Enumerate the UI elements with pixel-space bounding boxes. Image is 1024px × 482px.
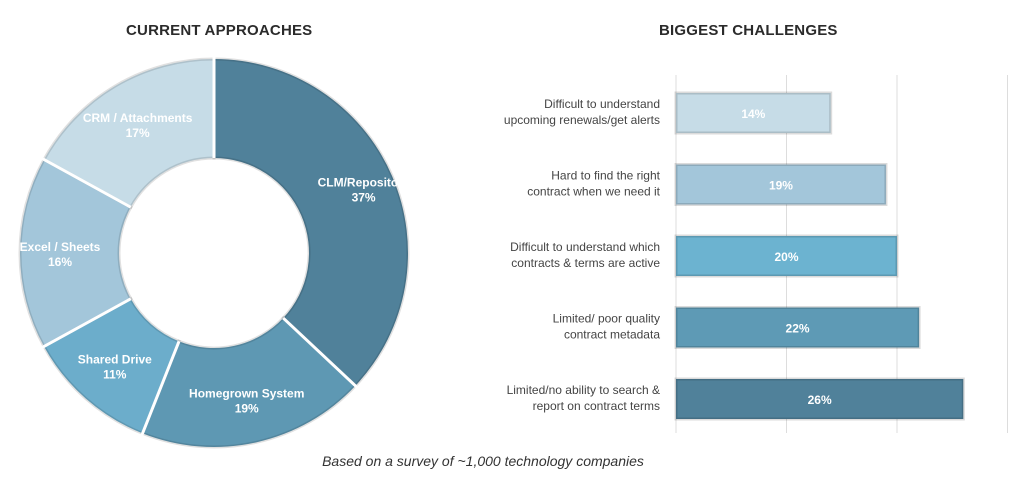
donut-value-crm-attachments: 17% (126, 126, 150, 140)
donut-label-homegrown-system: Homegrown System (189, 386, 304, 400)
donut-value-clm-repository: 37% (352, 190, 376, 204)
bar-category-label: Hard to find the right (551, 169, 660, 183)
donut-label-crm-attachments: CRM / Attachments (83, 111, 193, 125)
donut-slice-excel-sheets (20, 159, 131, 347)
donut-slice-crm-attachments (43, 59, 214, 208)
donut-separator (41, 297, 132, 349)
donut-slice-border (212, 57, 410, 388)
donut-slice-shared-drive (43, 298, 180, 434)
bar-5 (674, 377, 965, 421)
donut-separator (41, 157, 132, 209)
bar-chart-title: BIGGEST CHALLENGES (659, 22, 838, 39)
bar-category-label: Limited/ poor quality (553, 312, 660, 326)
bar-category-label: upcoming renewals/get alerts (504, 113, 660, 127)
donut-separator (140, 340, 181, 436)
bar-value-label: 19% (769, 179, 793, 193)
donut-slice-clm-repository (214, 59, 408, 386)
bar-category-label: Limited/no ability to search & (507, 383, 660, 397)
bar-4 (674, 306, 921, 349)
donut-slice-homegrown-system (142, 318, 356, 447)
bar-value-label: 20% (774, 250, 798, 264)
donut-value-excel-sheets: 16% (48, 255, 72, 269)
donut-separator (282, 316, 358, 389)
donut-value-shared-drive: 11% (103, 368, 127, 382)
donut-chart-title: CURRENT APPROACHES (126, 22, 313, 39)
bar-3 (674, 234, 899, 278)
bar-2 (674, 163, 888, 206)
bar-category-label: contract metadata (564, 328, 660, 342)
donut-value-homegrown-system: 19% (235, 401, 259, 415)
footnote: Based on a survey of ~1,000 technology c… (322, 453, 644, 469)
bar-1 (674, 91, 833, 135)
bar-category-label: contracts & terms are active (511, 256, 660, 270)
donut-slice-border (140, 315, 358, 449)
bar-value-label: 22% (786, 322, 810, 336)
bar-value-label: 14% (741, 107, 765, 121)
donut-label-excel-sheets: Excel / Sheets (20, 240, 101, 254)
donut-label-shared-drive: Shared Drive (78, 353, 152, 367)
bar-category-label: Difficult to understand which (510, 240, 660, 254)
donut-slice-border (41, 57, 216, 210)
donut-label-clm-repository: CLM/Repository (318, 175, 410, 189)
bar-value-label: 26% (808, 393, 832, 407)
bar-category-label: contract when we need it (527, 185, 660, 199)
bar-category-label: Difficult to understand (544, 97, 660, 111)
donut-slice-border (18, 157, 133, 349)
bar-category-label: report on contract terms (533, 399, 660, 413)
